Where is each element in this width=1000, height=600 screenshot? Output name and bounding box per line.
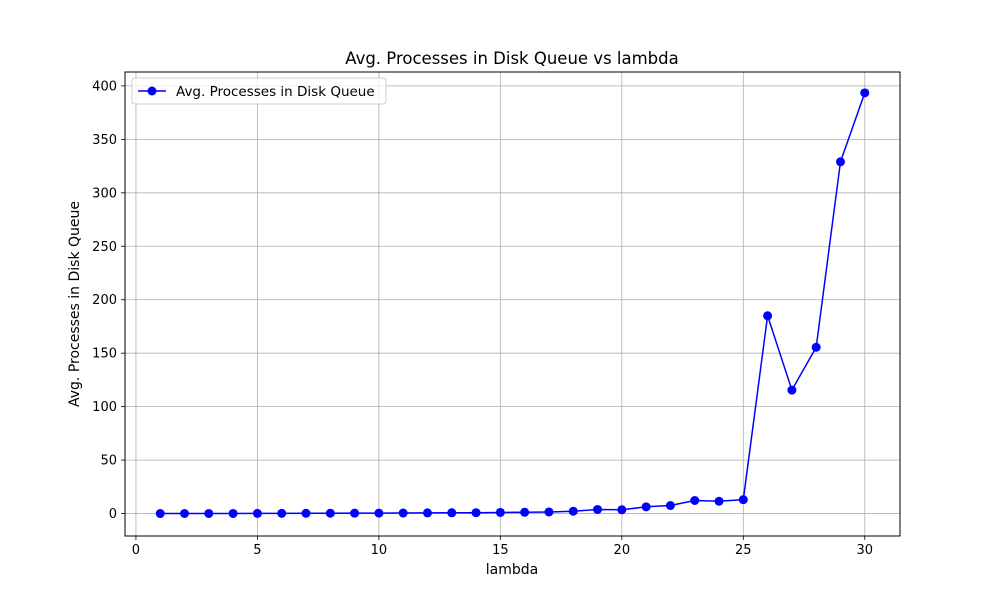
y-tick-label: 300	[92, 186, 117, 201]
data-point	[350, 508, 360, 518]
data-point	[544, 507, 554, 517]
data-point	[787, 385, 797, 395]
y-tick-label: 350	[92, 133, 117, 148]
x-tick-label: 0	[132, 543, 140, 558]
data-point	[835, 157, 845, 167]
data-point	[204, 508, 214, 518]
x-tick-label: 20	[614, 543, 631, 558]
legend-box	[131, 77, 387, 105]
data-point	[301, 508, 311, 518]
y-axis-ticks: 0 50 100 150 200 250 300 350 400	[92, 79, 125, 522]
legend: Avg. Processes in Disk Queue	[131, 77, 387, 105]
data-point	[690, 496, 700, 506]
x-tick-label: 10	[371, 543, 388, 558]
data-point	[155, 509, 165, 519]
data-point	[593, 504, 603, 514]
plot-area-frame	[124, 71, 901, 537]
data-point	[860, 88, 870, 98]
y-tick-label: 100	[92, 400, 117, 415]
y-axis-label: Avg. Processes in Disk Queue	[67, 201, 83, 407]
data-point	[763, 311, 773, 321]
data-point	[495, 507, 505, 517]
legend-entry-label: Avg. Processes in Disk Queue	[176, 84, 375, 100]
data-point	[568, 506, 578, 516]
data-point	[374, 508, 384, 518]
data-point	[325, 508, 335, 518]
y-tick-label: 50	[100, 454, 117, 469]
data-point	[471, 508, 481, 518]
data-point	[520, 507, 530, 517]
x-tick-label: 15	[492, 543, 509, 558]
data-point	[398, 508, 408, 518]
data-point	[617, 505, 627, 515]
data-point	[277, 508, 287, 518]
x-tick-label: 30	[856, 543, 873, 558]
data-point	[180, 508, 190, 518]
chart-title: Avg. Processes in Disk Queue vs lambda	[345, 49, 679, 68]
series-layer	[155, 88, 870, 519]
y-tick-label: 400	[92, 79, 117, 94]
data-point	[228, 508, 238, 518]
data-point	[665, 501, 675, 511]
x-tick-label: 25	[735, 543, 752, 558]
data-point	[738, 495, 748, 505]
x-axis-ticks: 0 5 10 15 20 25 30	[132, 536, 873, 558]
x-axis-label: lambda	[486, 562, 538, 578]
y-tick-label: 150	[92, 347, 117, 362]
y-tick-label: 200	[92, 293, 117, 308]
data-point	[811, 342, 821, 352]
data-point	[447, 508, 457, 518]
x-tick-label: 5	[253, 543, 261, 558]
y-tick-label: 250	[92, 240, 117, 255]
legend-marker-swatch	[147, 86, 157, 96]
y-tick-label: 0	[109, 507, 117, 522]
data-point	[641, 502, 651, 512]
data-point	[252, 508, 262, 518]
data-point	[714, 496, 724, 506]
data-point	[422, 508, 432, 518]
